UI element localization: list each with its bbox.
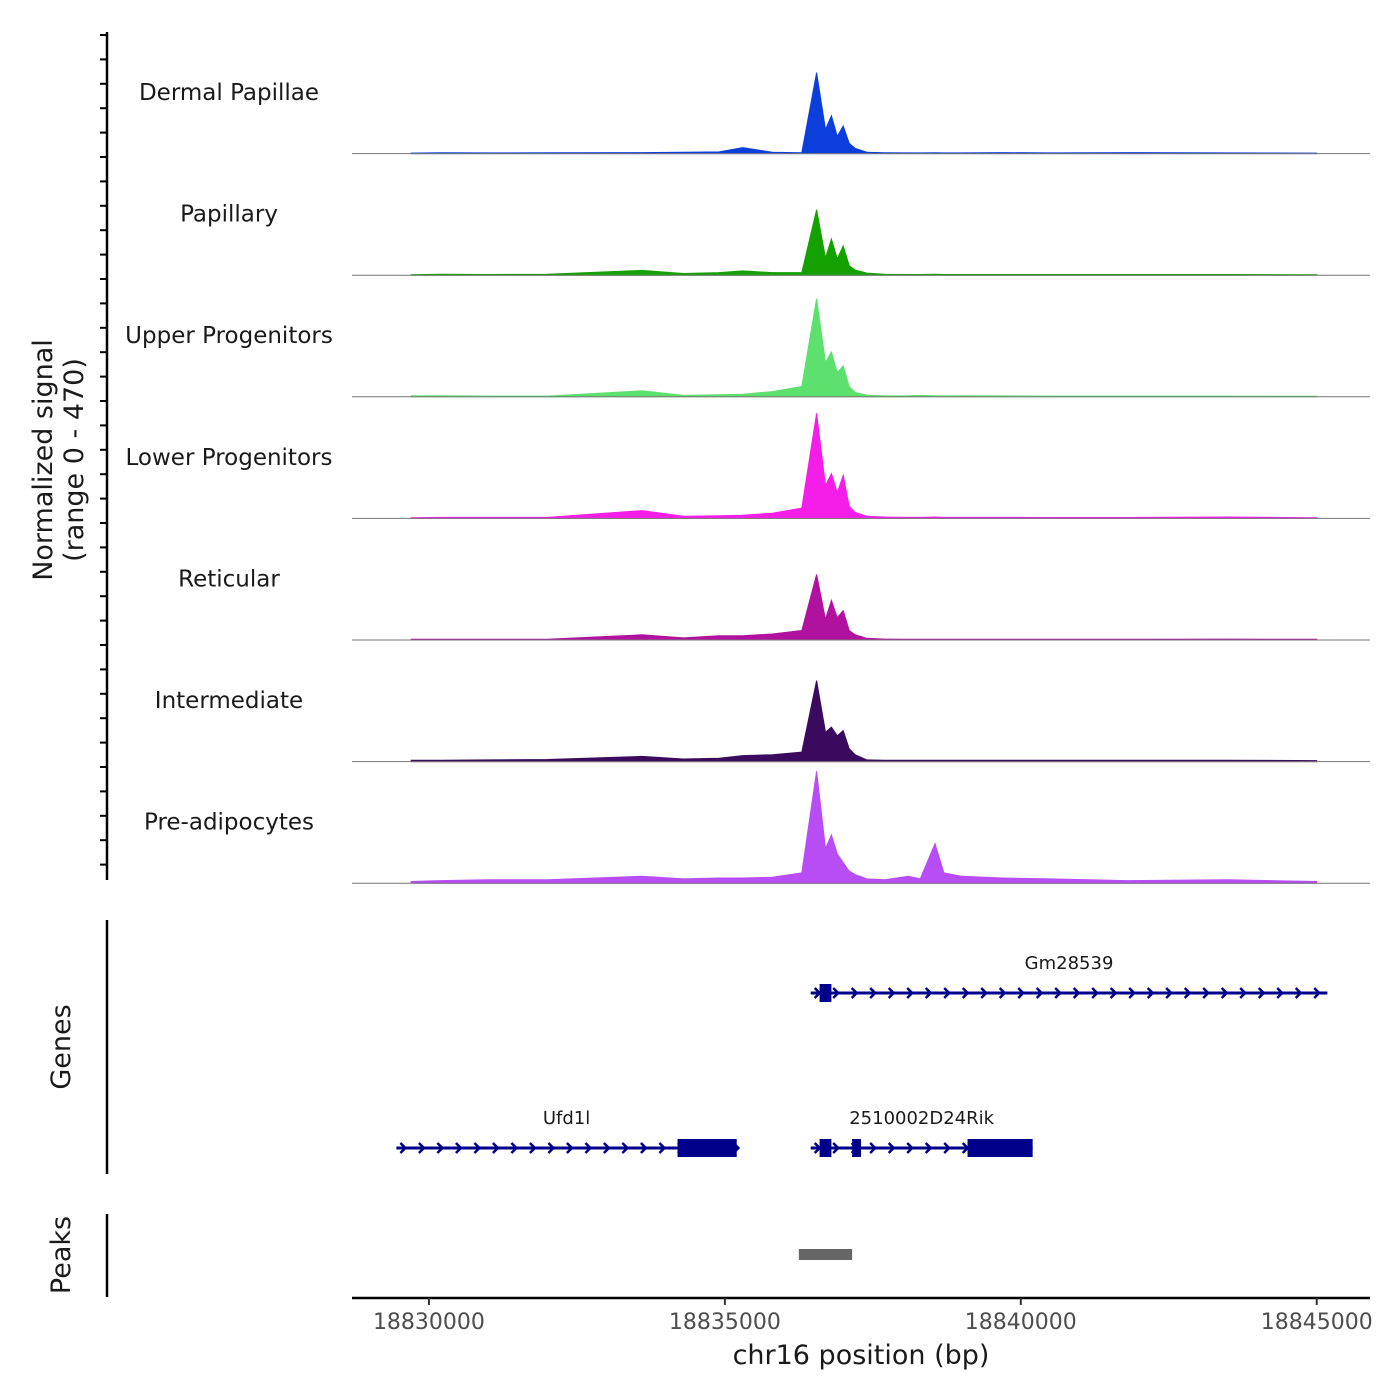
peak-bar [798,1249,853,1260]
strand-arrow [869,987,877,999]
strand-arrow [1165,987,1173,999]
strand-arrow [1054,987,1062,999]
strand-arrow [399,1142,408,1154]
strand-arrow [832,1142,840,1154]
track-label: Intermediate [155,688,303,714]
strand-arrow [418,1142,426,1154]
x-tick-label: 18830000 [373,1310,485,1335]
strand-arrow [621,1142,630,1154]
strand-arrow [1183,987,1192,999]
coverage-area [410,771,1318,884]
track-reticular: Reticular [178,566,1370,641]
strand-arrow [850,987,859,999]
track-label: Dermal Papillae [139,80,319,106]
strand-arrow [998,987,1007,999]
gene-gm28539: Gm28539 [810,953,1328,1002]
strand-arrow [924,1142,933,1154]
x-axis-ticks: 18830000 18835000 18840000 18845000 [373,1298,1373,1335]
track-label: Papillary [180,202,278,228]
strand-arrow [1017,987,1025,999]
exon [819,1139,832,1157]
coverage-area [410,574,1318,641]
coverage-area [410,209,1318,276]
strand-arrow [510,1142,519,1154]
strand-arrow [603,1142,611,1154]
strand-arrow [1035,987,1044,999]
strand-arrow [1220,987,1229,999]
coverage-area [410,413,1318,519]
strand-arrow [566,1142,574,1154]
peak-regions [798,1249,853,1260]
exon [819,984,832,1002]
strand-arrow [980,987,988,999]
exon [967,1139,1033,1157]
peaks-panel-title: Peaks [46,1216,77,1294]
y-axis-title-line2: (range 0 - 470) [59,358,90,562]
track-dermal-papillae: Dermal Papillae [139,72,1370,155]
track-intermediate: Intermediate [155,680,1370,763]
strand-arrow [1276,987,1284,999]
track-pre-adipocytes: Pre-adipocytes [144,771,1370,884]
strand-arrow [943,987,951,999]
coverage-area [410,680,1318,763]
gene-2510002d24rik: 2510002D24Rik [810,1108,1033,1157]
gene-name: Ufd1l [543,1108,590,1129]
strand-arrow [547,1142,556,1154]
track-upper-progenitors: Upper Progenitors [125,298,1370,398]
strand-arrow [1239,987,1247,999]
strand-arrow [658,1142,667,1154]
x-tick-label: 18840000 [965,1310,1077,1335]
strand-arrow [906,987,914,999]
strand-arrow [1146,987,1155,999]
strand-arrow [584,1142,593,1154]
exon [677,1139,737,1157]
x-tick-label: 18845000 [1261,1310,1373,1335]
strand-arrow [473,1142,482,1154]
strand-arrow [529,1142,537,1154]
strand-arrow [1109,987,1118,999]
y-axis-title-line1: Normalized signal [28,339,59,581]
strand-arrow [1202,987,1210,999]
strand-arrow [1313,987,1321,999]
coverage-tracks: Dermal Papillae Papillary Upper Progenitor… [125,72,1370,884]
strand-arrow [924,987,933,999]
track-lower-progenitors: Lower Progenitors [126,413,1370,519]
track-label: Pre-adipocytes [144,810,314,836]
strand-arrow [1257,987,1266,999]
strand-arrow [943,1142,951,1154]
strand-arrow [455,1142,463,1154]
x-axis-title: chr16 position (bp) [733,1340,990,1371]
gene-ufd1l: Ufd1l [396,1108,741,1157]
strand-arrow [1294,987,1303,999]
x-tick-label: 18835000 [669,1310,781,1335]
strand-arrow [436,1142,445,1154]
track-label: Upper Progenitors [125,323,333,349]
exon [852,1139,861,1157]
strand-arrow [832,987,840,999]
coverage-area [410,72,1318,155]
coverage-area [410,298,1318,398]
gene-name: Gm28539 [1025,953,1114,974]
strand-arrow [1128,987,1136,999]
track-papillary: Papillary [180,202,1370,276]
strand-arrow [887,987,896,999]
signal-y-axis [100,32,109,880]
gene-name: 2510002D24Rik [849,1108,994,1129]
genes-panel-title: Genes [46,1004,77,1089]
gene-annotations: Gm28539 Ufd1l 2510002D24Rik [396,953,1328,1157]
strand-arrow [869,1142,877,1154]
strand-arrow [492,1142,500,1154]
strand-arrow [887,1142,896,1154]
strand-arrow [961,987,970,999]
strand-arrow [640,1142,648,1154]
strand-arrow [906,1142,914,1154]
strand-arrow [1091,987,1099,999]
track-label: Reticular [178,566,280,592]
strand-arrow [1072,987,1081,999]
track-label: Lower Progenitors [126,445,333,471]
